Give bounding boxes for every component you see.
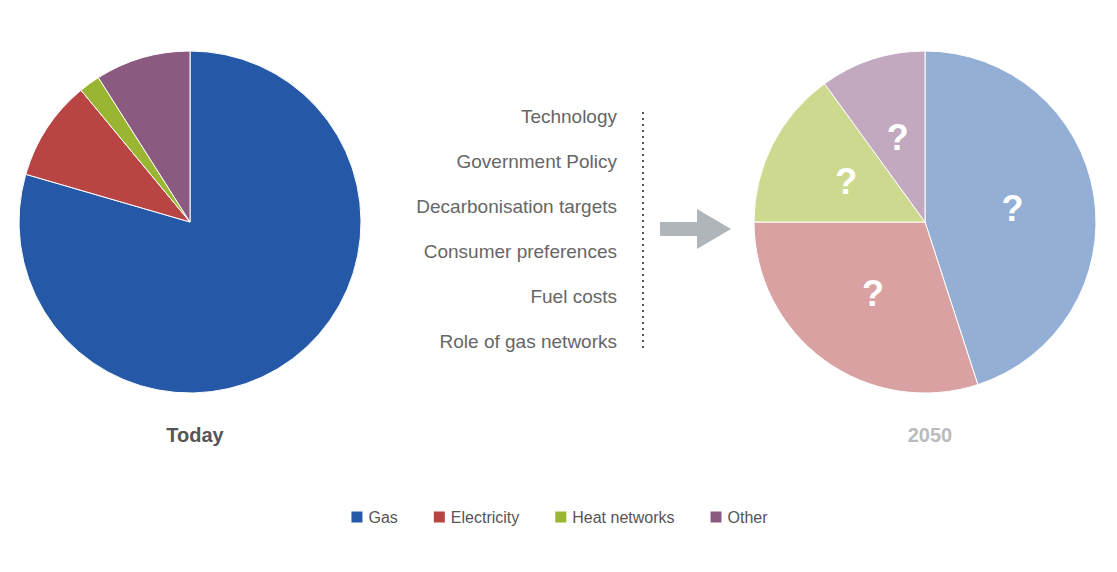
svg-text:Other: Other	[728, 509, 769, 526]
svg-text:Today: Today	[166, 424, 224, 446]
svg-text:Heat networks: Heat networks	[572, 509, 674, 526]
svg-text:Role of gas networks: Role of gas networks	[440, 331, 617, 352]
svg-text:Government Policy: Government Policy	[456, 151, 617, 172]
svg-text:2050: 2050	[908, 424, 953, 446]
svg-text:?: ?	[887, 117, 909, 158]
svg-text:Decarbonisation targets: Decarbonisation targets	[416, 196, 617, 217]
svg-text:Fuel costs: Fuel costs	[530, 286, 617, 307]
svg-text:?: ?	[862, 273, 884, 314]
svg-text:Gas: Gas	[368, 509, 397, 526]
svg-text:?: ?	[1001, 188, 1023, 229]
svg-text:Electricity: Electricity	[451, 509, 519, 526]
svg-text:Technology: Technology	[521, 106, 618, 127]
svg-text:?: ?	[835, 161, 857, 202]
svg-text:Consumer preferences: Consumer preferences	[424, 241, 617, 262]
